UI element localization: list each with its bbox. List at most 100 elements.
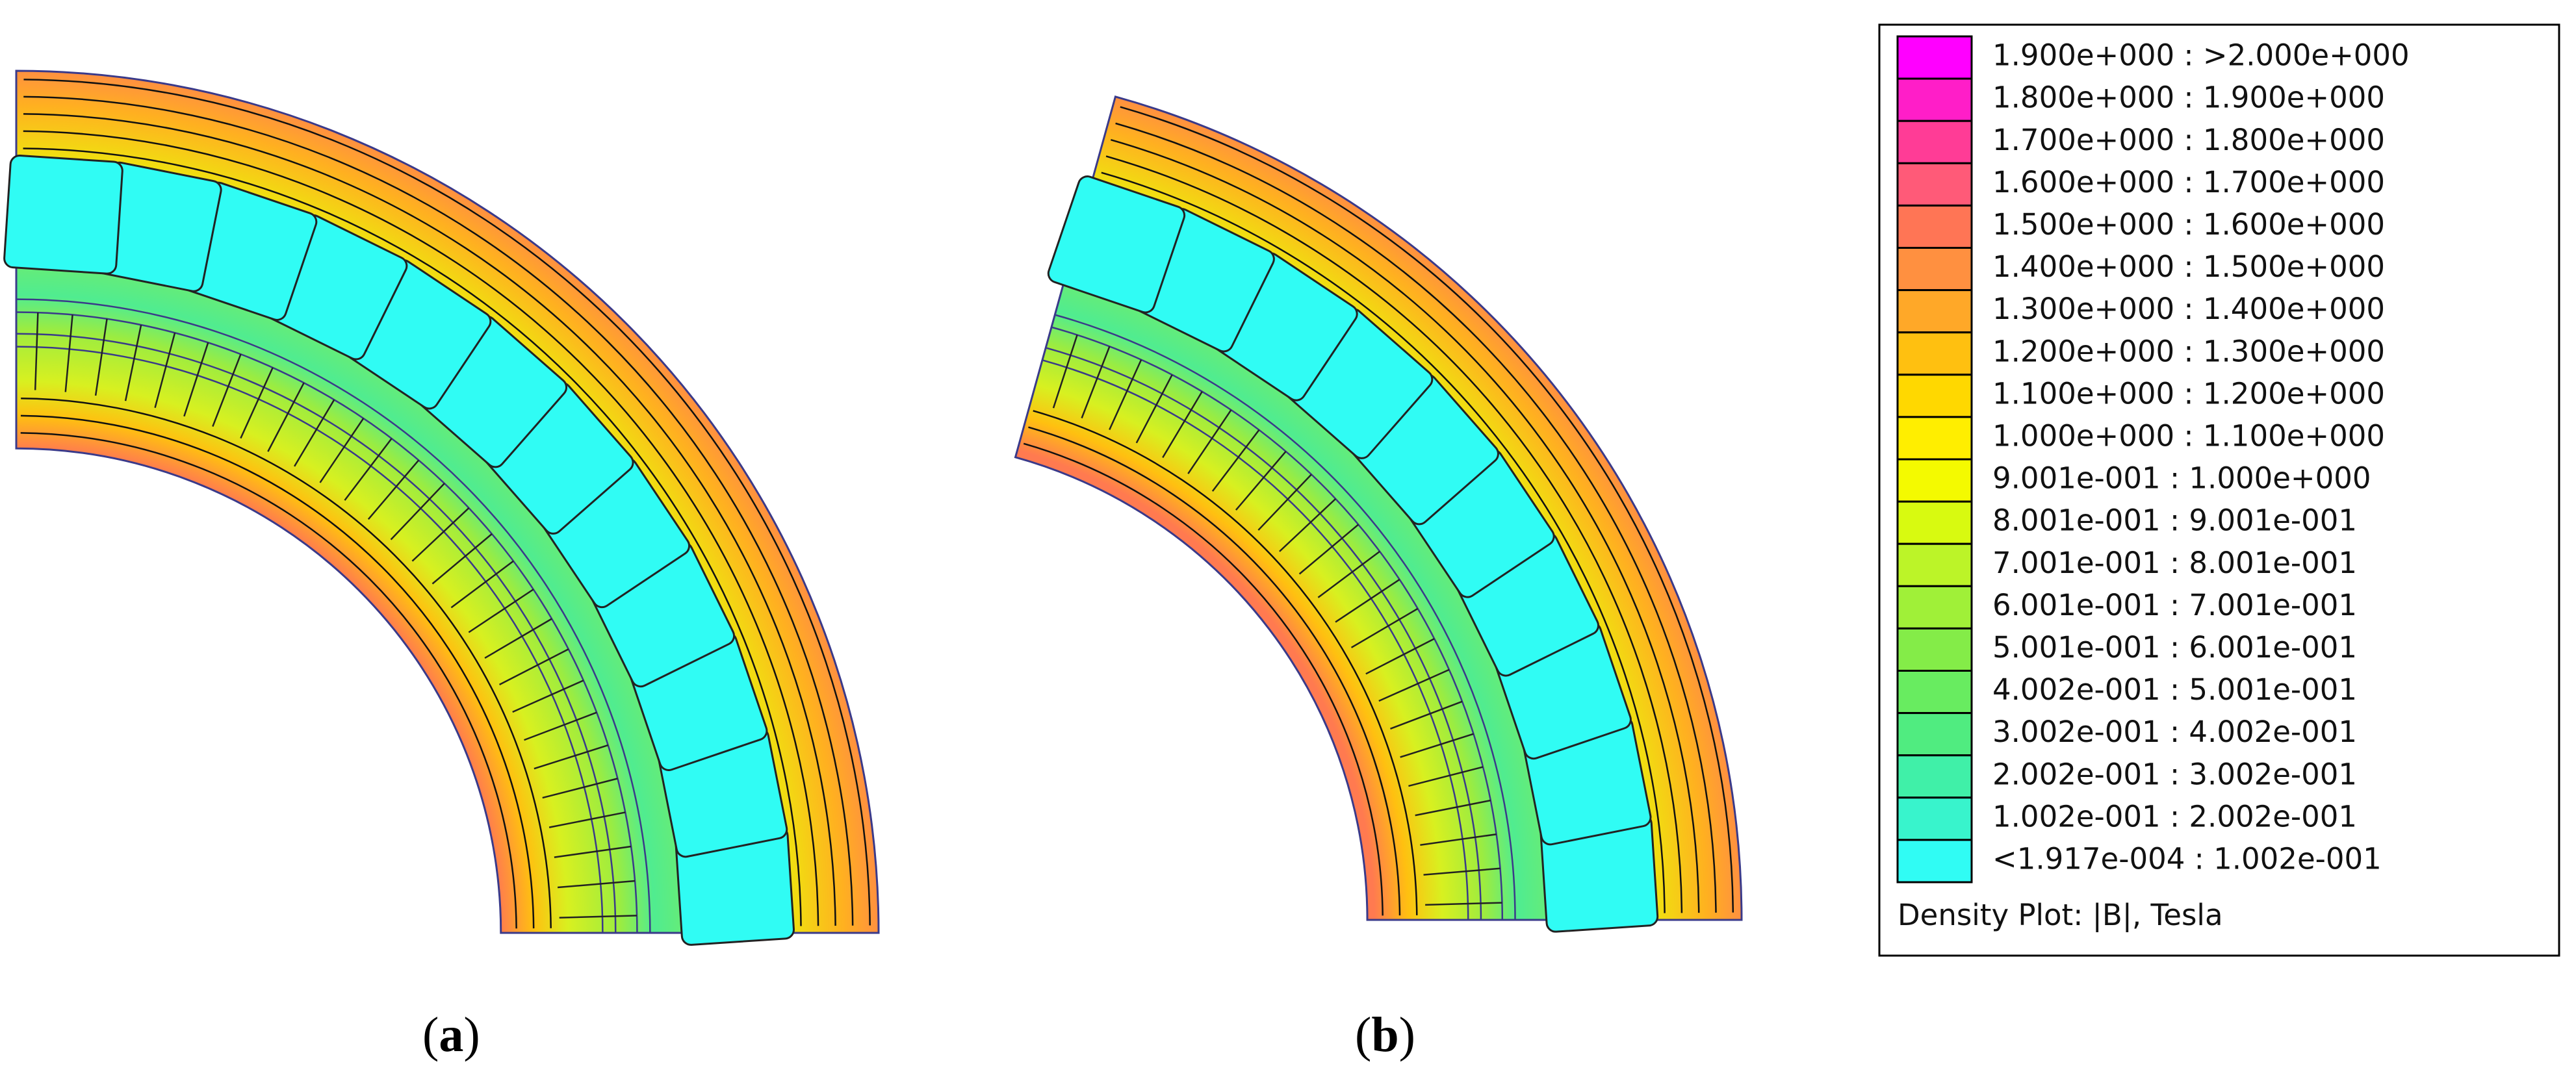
rotor-bar [1400, 733, 1474, 758]
flux-line [23, 79, 871, 926]
legend-label: 4.002e-001 : 5.001e-001 [1992, 672, 2357, 707]
rotor-bar [1235, 451, 1287, 511]
rotor-bar [1335, 579, 1400, 623]
stator-slot [3, 155, 123, 275]
rotor-bar [1257, 474, 1312, 531]
air-gap [1051, 326, 1504, 921]
legend-swatch [1896, 120, 1973, 164]
rotor-bar [1211, 429, 1260, 492]
flux-line [1023, 442, 1384, 916]
rotor-bar [1081, 346, 1111, 419]
legend-swatch [1896, 247, 1973, 292]
flux-line [23, 95, 854, 926]
rotor-bar [183, 342, 209, 417]
legend-label: 3.002e-001 : 4.002e-001 [1992, 715, 2357, 749]
flux-line [23, 147, 802, 926]
rotor-bar [411, 507, 470, 562]
legend-label: 1.100e+000 : 1.200e+000 [1992, 376, 2385, 411]
flux-line [1033, 410, 1418, 915]
paren: ( [422, 1008, 439, 1062]
air-gap [16, 346, 604, 934]
rotor-bar [557, 880, 636, 889]
rotor-bar [94, 318, 108, 396]
legend-label: 6.001e-001 : 7.001e-001 [1992, 588, 2357, 622]
rotor-bar [512, 680, 584, 713]
rotor-bar [1279, 498, 1337, 552]
air-gap [16, 311, 638, 934]
rotor-bar [1135, 374, 1173, 444]
air-gap [1054, 314, 1516, 921]
rotor-bar [1423, 867, 1501, 876]
legend-label: 1.800e+000 : 1.900e+000 [1992, 81, 2385, 115]
rotor-bar [1350, 607, 1419, 648]
rotor-bar [1298, 524, 1359, 575]
flux-line [1028, 426, 1401, 916]
legend-title: Density Plot: |B|, Tesla [1898, 898, 2223, 932]
rotor-bar [124, 324, 142, 401]
rotor-bar [212, 353, 242, 427]
rotor-bar [554, 845, 632, 858]
rotor-bar [534, 744, 609, 770]
legend-label: 5.001e-001 : 6.001e-001 [1992, 630, 2357, 665]
legend-label: 1.600e+000 : 1.700e+000 [1992, 165, 2385, 199]
legend-swatch [1896, 331, 1973, 376]
legend-swatch [1896, 500, 1973, 545]
flux-line [1115, 122, 1717, 913]
density-plots [3, 70, 1743, 946]
legend-swatch [1896, 458, 1973, 503]
caption-b: (b) [1355, 1007, 1415, 1063]
legend-swatch [1896, 839, 1973, 884]
rotor-bar [1415, 799, 1491, 817]
rotor-bar [484, 618, 552, 659]
air-gap [1045, 347, 1482, 921]
legend-swatch [1896, 204, 1973, 249]
rotor-bar [34, 312, 39, 390]
rotor-bar [1408, 766, 1484, 787]
paren: ) [463, 1008, 480, 1062]
rotor-bar [240, 367, 274, 439]
rotor-bar [1378, 668, 1450, 702]
rotor-bar [390, 483, 445, 540]
rotor-bar [559, 915, 638, 919]
legend-label: 1.700e+000 : 1.800e+000 [1992, 123, 2385, 157]
legend-swatch [1896, 162, 1973, 207]
air-gap [16, 333, 617, 934]
legend-swatch [1896, 416, 1973, 461]
rotor-bar [154, 332, 176, 409]
rotor-bar [1109, 359, 1142, 431]
rotor-bar [267, 382, 305, 452]
legend-label: 1.002e-001 : 2.002e-001 [1992, 799, 2357, 833]
rotor-bar [542, 778, 618, 799]
legend-label: 1.900e+000 : >2.000e+000 [1992, 38, 2410, 73]
flux-line [1110, 138, 1700, 913]
rotor-bar [1420, 833, 1497, 846]
legend-label: 1.500e+000 : 1.600e+000 [1992, 207, 2385, 242]
flux-line [1101, 172, 1666, 913]
rotor-bar [293, 399, 335, 467]
rotor-bar [1365, 638, 1435, 675]
rotor-bar [64, 314, 73, 392]
rotor-bar [1187, 409, 1232, 474]
flux-line [20, 432, 517, 929]
rotor-bar [498, 648, 569, 685]
air-gap [1042, 359, 1469, 921]
legend-swatch [1896, 542, 1973, 587]
rotor-bar [1162, 391, 1203, 459]
rotor-bar [319, 418, 365, 483]
flux-line [1105, 155, 1683, 913]
rotor-bar [1390, 700, 1463, 730]
legend-label: 1.300e+000 : 1.400e+000 [1992, 292, 2385, 326]
legend-box [1878, 23, 2560, 957]
stator-slot [1047, 175, 1186, 314]
legend-swatch [1896, 77, 1973, 122]
rotor-bar [367, 459, 420, 520]
rotor-bar [548, 811, 626, 828]
legend-swatch [1896, 35, 1973, 80]
legend-swatch [1896, 754, 1973, 799]
legend-swatch [1896, 712, 1973, 757]
legend-swatch [1896, 289, 1973, 334]
paren: ) [1398, 1008, 1415, 1062]
air-gap [16, 298, 651, 934]
